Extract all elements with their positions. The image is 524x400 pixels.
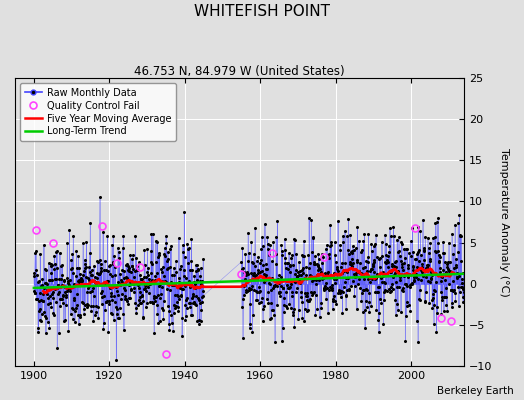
Text: Berkeley Earth: Berkeley Earth [437, 386, 514, 396]
Y-axis label: Temperature Anomaly (°C): Temperature Anomaly (°C) [499, 148, 509, 296]
Text: WHITEFISH POINT: WHITEFISH POINT [194, 4, 330, 19]
Title: 46.753 N, 84.979 W (United States): 46.753 N, 84.979 W (United States) [134, 65, 345, 78]
Legend: Raw Monthly Data, Quality Control Fail, Five Year Moving Average, Long-Term Tren: Raw Monthly Data, Quality Control Fail, … [20, 83, 177, 141]
